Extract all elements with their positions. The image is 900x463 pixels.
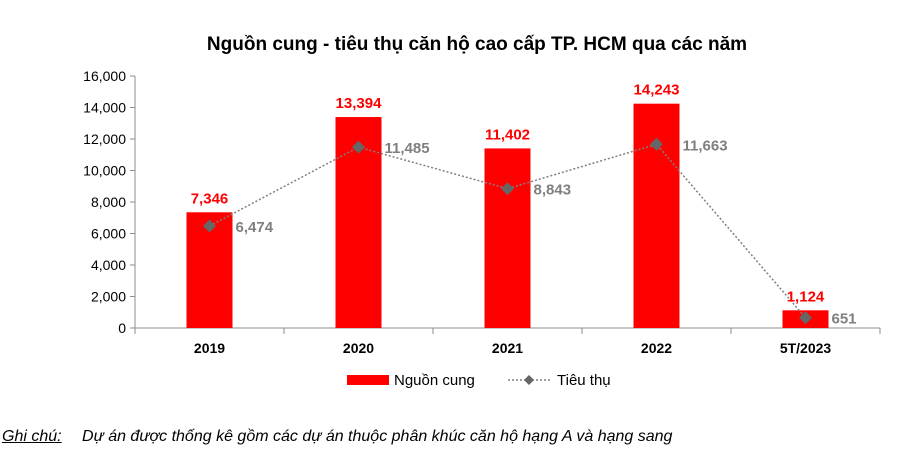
y-tick-label: 0 (118, 320, 126, 336)
legend-label: Nguồn cung (394, 372, 475, 389)
bar-series (186, 103, 829, 329)
bar-data-label: 14,243 (634, 82, 680, 99)
line-data-label: 6,474 (236, 219, 274, 236)
line-point-marker (501, 182, 514, 196)
footnote: Ghi chú: Dự án được thống kê gồm các dự … (2, 428, 672, 446)
bar-data-label: 11,402 (485, 126, 530, 143)
footnote-label: Ghi chú: (2, 428, 62, 445)
x-tick-label: 2021 (492, 340, 523, 356)
y-tick-label: 8,000 (91, 194, 126, 210)
chart-title: Nguồn cung - tiêu thụ căn hộ cao cấp TP.… (207, 34, 747, 55)
x-tick-label: 5T/2023 (780, 340, 832, 356)
line-data-label: 11,485 (385, 140, 430, 157)
line-data-label: 11,663 (683, 137, 728, 154)
x-tick-label: 2020 (343, 340, 374, 356)
footnote-text: Dự án được thống kê gồm các dự án thuộc … (82, 428, 673, 445)
line-point-marker (799, 311, 812, 325)
legend-swatch-bar (347, 375, 389, 385)
line-data-label: 8,843 (534, 182, 572, 199)
y-tick-label: 12,000 (83, 131, 126, 147)
line-series (203, 137, 812, 325)
line-data-label: 651 (832, 311, 857, 328)
line-point-marker (352, 140, 365, 154)
bar-data-label: 13,394 (336, 95, 383, 112)
legend-label: Tiêu thụ (557, 372, 611, 389)
bar (633, 103, 680, 328)
y-tick-label: 16,000 (83, 68, 126, 84)
data-labels: 7,346 13,394 11,402 14,243 1,124 6,474 11,485 8… (191, 82, 857, 328)
y-tick-label: 10,000 (83, 163, 126, 179)
legend: Nguồn cung Tiêu thụ (347, 372, 611, 389)
x-tick-label: 2019 (194, 340, 225, 356)
y-tick-label: 2,000 (91, 289, 126, 305)
axes: 0 2,000 4,000 6,000 8,000 10,000 12,000 14,000 1… (83, 68, 881, 356)
line-point-marker (203, 219, 216, 233)
y-tick-label: 4,000 (91, 257, 126, 273)
legend-diamond-marker (524, 375, 534, 385)
bar-data-label: 7,346 (191, 190, 229, 207)
bar-data-label: 1,124 (787, 288, 825, 305)
x-tick-label: 2022 (641, 340, 672, 356)
y-tick-label: 6,000 (91, 226, 126, 242)
y-tick-label: 14,000 (83, 100, 126, 116)
line-path (209, 143, 807, 319)
bar (484, 148, 531, 328)
line-point-marker (650, 137, 663, 151)
chart: Nguồn cung - tiêu thụ căn hộ cao cấp TP.… (83, 34, 881, 389)
